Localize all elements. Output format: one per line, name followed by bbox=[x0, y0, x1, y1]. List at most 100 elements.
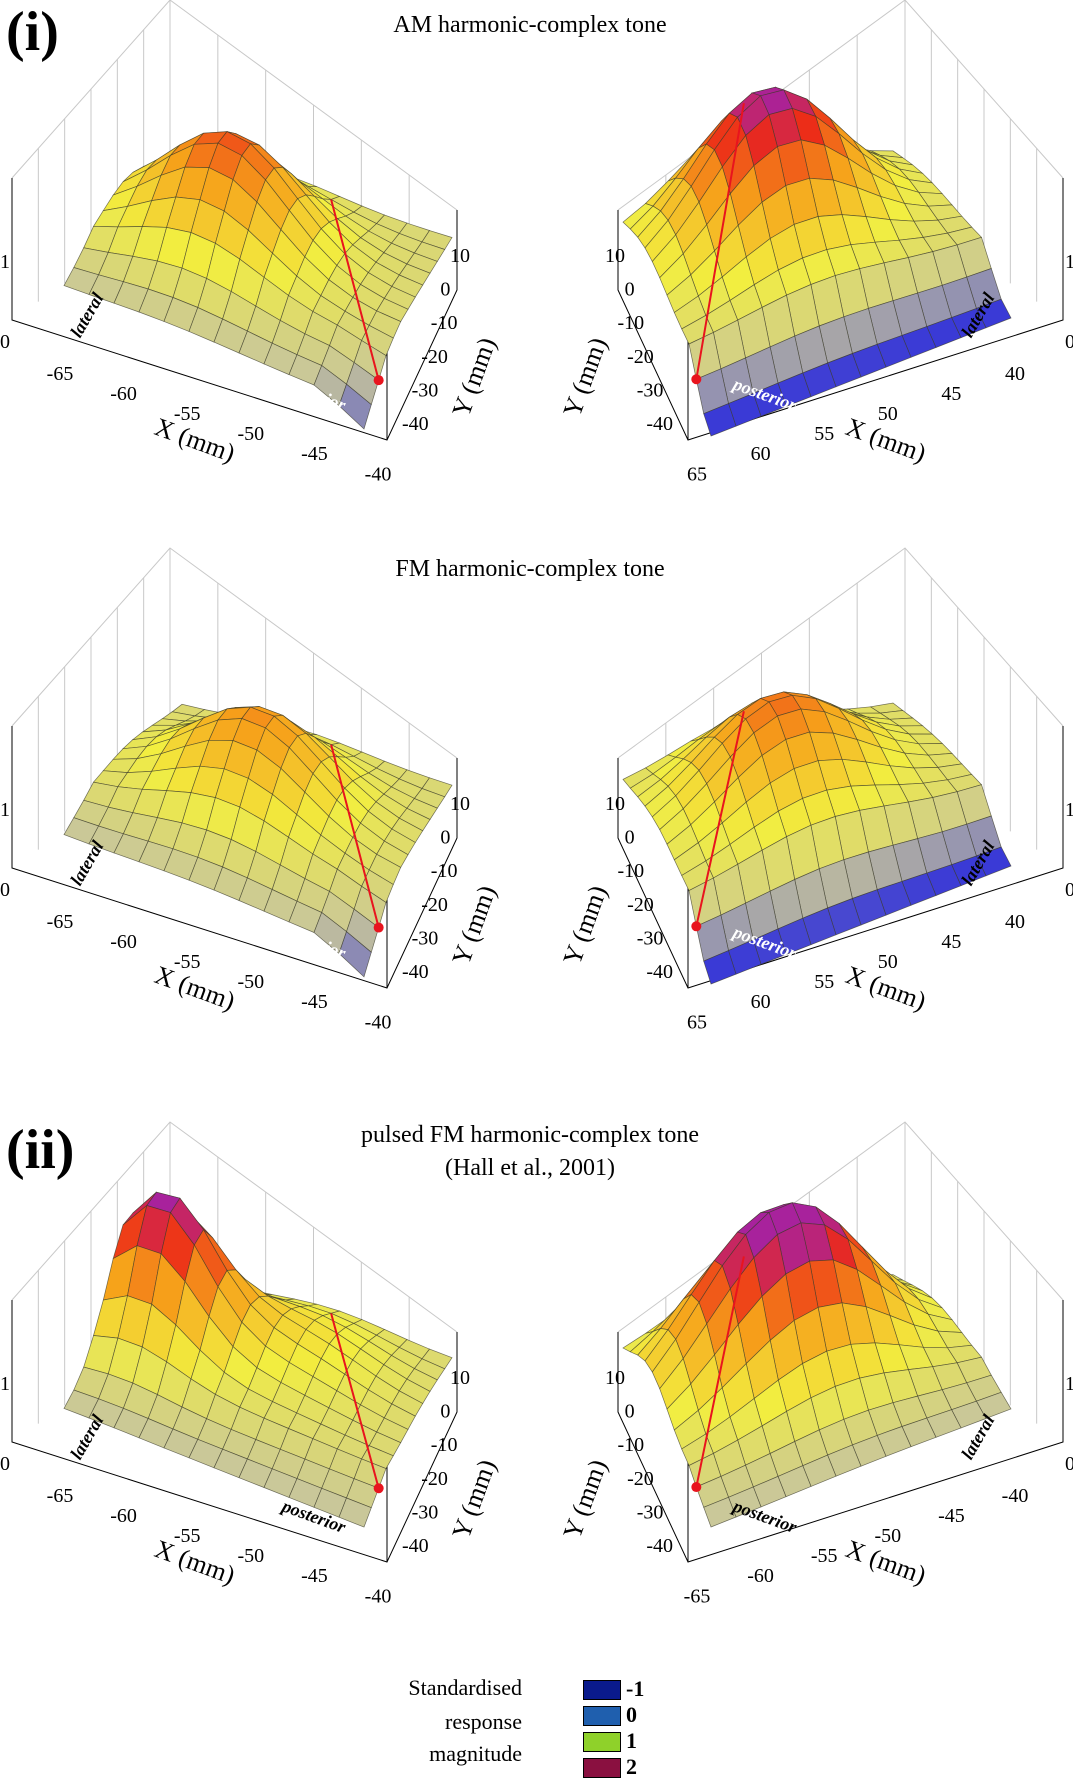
y-tick-label: -10 bbox=[618, 312, 645, 334]
y-tick-label: -40 bbox=[402, 1535, 429, 1557]
x-tick-label: -55 bbox=[174, 1525, 201, 1547]
y-tick-label: -40 bbox=[646, 1535, 673, 1557]
z-tick-label: 1 bbox=[1065, 799, 1073, 821]
x-tick-label: 40 bbox=[1005, 363, 1025, 385]
x-tick-label: 65 bbox=[687, 1011, 707, 1033]
plot-am-left: 1 0 -65 -60 -55 -50 -45 -40 10 0 -10 -20 -30 -40 X (mm… bbox=[0, 0, 530, 485]
y-tick-label: -20 bbox=[627, 346, 654, 368]
x-tick-label: -55 bbox=[811, 1545, 838, 1567]
path-endpoint bbox=[691, 921, 702, 932]
z-tick-label: 1 bbox=[0, 799, 10, 821]
y-tick-label: -30 bbox=[637, 379, 664, 401]
panel-label-ii: (ii) bbox=[6, 1119, 75, 1181]
path-endpoint bbox=[373, 1483, 384, 1494]
x-tick-label: -65 bbox=[47, 911, 74, 933]
y-tick-label: 0 bbox=[440, 279, 450, 301]
path-line bbox=[695, 1256, 745, 1488]
x-tick-label: -55 bbox=[174, 951, 201, 973]
legend-label-2: 2 bbox=[626, 1754, 637, 1779]
legend-swatch-minus1 bbox=[583, 1680, 621, 1700]
plot-fm-right: 1 0 40 45 50 55 60 65 10 0 -10 -20 -30 -40 X (mm) Y (mm… bbox=[545, 547, 1073, 1033]
y-tick-label: 10 bbox=[605, 245, 625, 267]
y-tick-label: -40 bbox=[402, 413, 429, 435]
surface-patch bbox=[338, 931, 372, 978]
colour-legend: Standardised response magnitude -1 0 1 2 bbox=[408, 1672, 680, 1782]
x-tick-label: -50 bbox=[237, 971, 264, 993]
y-tick-label: 10 bbox=[450, 245, 470, 267]
x-tick-label: -60 bbox=[747, 1565, 774, 1587]
legend-label-minus1: -1 bbox=[626, 1676, 645, 1701]
path-line bbox=[330, 199, 380, 381]
y-tick-label: 0 bbox=[625, 1401, 635, 1423]
response-surface bbox=[622, 1202, 1012, 1528]
z-tick-label: 0 bbox=[1065, 331, 1073, 353]
z-tick-label: 0 bbox=[1065, 1453, 1073, 1475]
y-axis-label: Y (mm) bbox=[446, 882, 501, 969]
y-tick-label: -10 bbox=[618, 1434, 645, 1456]
path-line bbox=[695, 711, 745, 927]
panel-label-i: (i) bbox=[6, 1, 59, 63]
x-tick-label: -65 bbox=[47, 363, 74, 385]
y-tick-label: -30 bbox=[412, 379, 439, 401]
response-surface bbox=[63, 131, 453, 430]
response-surface bbox=[63, 1191, 453, 1528]
x-tick-label: -40 bbox=[365, 1585, 392, 1607]
plot-pulsed-left: 1 0 -65 -60 -55 -50 -45 -40 10 0 -10 -20 -30 -40 X (mm… bbox=[0, 1121, 530, 1607]
annotation-lateral: lateral bbox=[66, 289, 107, 341]
y-tick-label: -30 bbox=[412, 927, 439, 949]
z-tick-label: 0 bbox=[0, 331, 10, 353]
surface-patch bbox=[703, 950, 737, 985]
y-tick-label: -20 bbox=[627, 1468, 654, 1490]
y-tick-label: -20 bbox=[627, 894, 654, 916]
y-tick-label: 10 bbox=[605, 793, 625, 815]
x-tick-label: -50 bbox=[237, 423, 264, 445]
x-tick-label: 45 bbox=[941, 931, 961, 953]
path-endpoint bbox=[373, 922, 384, 933]
legend-swatch-1 bbox=[583, 1732, 621, 1752]
x-tick-label: -50 bbox=[237, 1545, 264, 1567]
legend-swatch-2 bbox=[583, 1758, 621, 1778]
z-tick-label: 1 bbox=[0, 251, 10, 273]
surface-patch bbox=[338, 1497, 372, 1528]
x-tick-label: -60 bbox=[110, 1505, 137, 1527]
y-tick-label: -10 bbox=[431, 312, 458, 334]
x-tick-label: -60 bbox=[110, 931, 137, 953]
x-tick-label: -65 bbox=[47, 1485, 74, 1507]
z-tick-label: 1 bbox=[1065, 251, 1073, 273]
plot-am-right: 1 0 40 45 50 55 60 65 10 0 -10 -20 -30 -40 X (mm) Y (mm… bbox=[545, 0, 1073, 485]
x-tick-label: -40 bbox=[365, 463, 392, 485]
z-tick-label: 1 bbox=[0, 1373, 10, 1395]
x-tick-label: -45 bbox=[301, 991, 328, 1013]
title-pulsed-line1: pulsed FM harmonic-complex tone bbox=[361, 1122, 699, 1148]
surface-patch bbox=[703, 403, 737, 437]
y-axis-label: Y (mm) bbox=[446, 1456, 501, 1543]
path-line bbox=[330, 744, 380, 928]
y-tick-label: -40 bbox=[402, 961, 429, 983]
y-tick-label: -30 bbox=[412, 1501, 439, 1523]
y-tick-label: -20 bbox=[421, 894, 448, 916]
legend-swatch-0 bbox=[583, 1706, 621, 1726]
x-tick-label: 65 bbox=[687, 463, 707, 485]
x-tick-label: 40 bbox=[1005, 911, 1025, 933]
x-tick-label: -60 bbox=[110, 383, 137, 405]
legend-title-line2: response bbox=[445, 1709, 522, 1734]
y-tick-label: -20 bbox=[421, 346, 448, 368]
response-surface bbox=[622, 86, 1012, 437]
y-tick-label: 0 bbox=[440, 1401, 450, 1423]
x-tick-label: 60 bbox=[751, 991, 771, 1013]
x-tick-label: -40 bbox=[1002, 1485, 1029, 1507]
y-tick-label: -10 bbox=[431, 1434, 458, 1456]
y-tick-label: -40 bbox=[646, 961, 673, 983]
y-tick-label: -30 bbox=[637, 927, 664, 949]
x-tick-label: 60 bbox=[751, 443, 771, 465]
y-tick-label: 10 bbox=[605, 1367, 625, 1389]
y-axis-label: Y (mm) bbox=[557, 1456, 612, 1543]
path-line bbox=[695, 103, 745, 380]
title-fm: FM harmonic-complex tone bbox=[395, 556, 665, 582]
z-tick-label: 0 bbox=[1065, 879, 1073, 901]
x-tick-label: 55 bbox=[814, 971, 834, 993]
z-tick-label: 1 bbox=[1065, 1373, 1073, 1395]
path-endpoint bbox=[691, 1482, 702, 1493]
title-am: AM harmonic-complex tone bbox=[393, 12, 667, 38]
x-tick-label: -55 bbox=[174, 403, 201, 425]
